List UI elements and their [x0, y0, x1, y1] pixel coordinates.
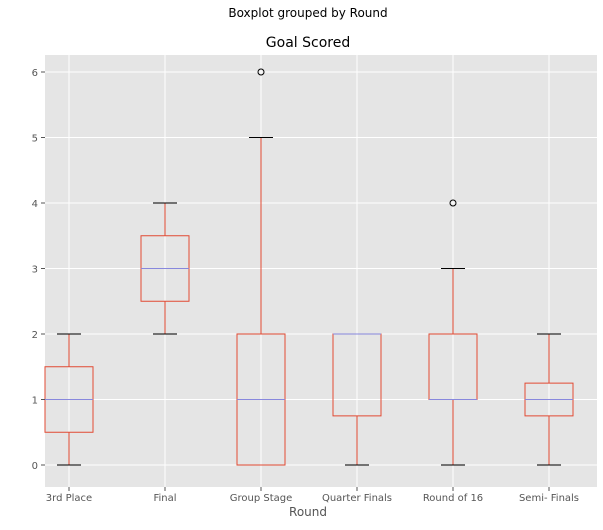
y-tick-label: 5	[32, 134, 38, 145]
y-tick-label: 1	[32, 396, 38, 407]
x-tick-label: Round of 16	[423, 493, 483, 504]
chart-suptitle: Boxplot grouped by Round	[228, 6, 387, 20]
x-axis-label: Round	[289, 505, 327, 519]
x-tick-label: Quarter Finals	[322, 493, 392, 504]
plot-area	[45, 55, 597, 487]
y-tick-label: 0	[32, 461, 38, 472]
x-tick-label: Group Stage	[230, 493, 293, 504]
x-tick-label: 3rd Place	[46, 493, 92, 504]
outlier-point	[257, 68, 265, 76]
chart-title: Goal Scored	[266, 35, 350, 51]
y-tick-label: 4	[32, 199, 38, 210]
x-tick-label: Final	[153, 493, 176, 504]
outlier-point	[449, 199, 457, 207]
x-tick-label: Semi- Finals	[519, 493, 579, 504]
y-tick-label: 3	[32, 265, 38, 276]
y-tick-label: 2	[32, 330, 38, 341]
y-tick-label: 6	[32, 68, 38, 79]
